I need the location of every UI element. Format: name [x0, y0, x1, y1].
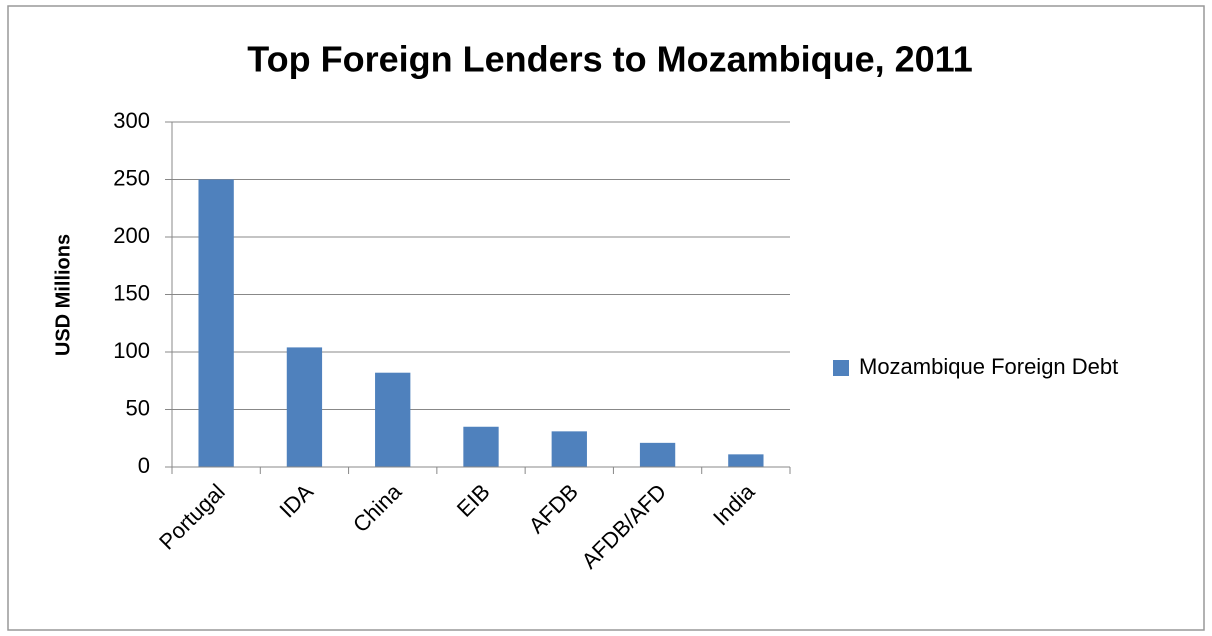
bar [286, 347, 323, 467]
bar [551, 431, 587, 467]
chart-title: Top Foreign Lenders to Mozambique, 2011 [247, 39, 972, 80]
y-tick-label: 200 [113, 223, 150, 248]
y-tick-label: 0 [138, 453, 150, 478]
y-tick-label: 100 [113, 338, 150, 363]
y-tick-label: 250 [113, 165, 150, 190]
y-tick-label: 300 [113, 108, 150, 133]
bar [639, 442, 676, 467]
bar [375, 372, 411, 467]
bar [463, 426, 499, 467]
bar [728, 454, 764, 467]
y-axis-label: USD Millions [52, 234, 74, 356]
legend-label: Mozambique Foreign Debt [859, 354, 1118, 379]
legend-swatch [833, 360, 849, 376]
y-tick-label: 150 [113, 280, 150, 305]
bar [198, 179, 234, 467]
y-tick-label: 50 [126, 395, 150, 420]
